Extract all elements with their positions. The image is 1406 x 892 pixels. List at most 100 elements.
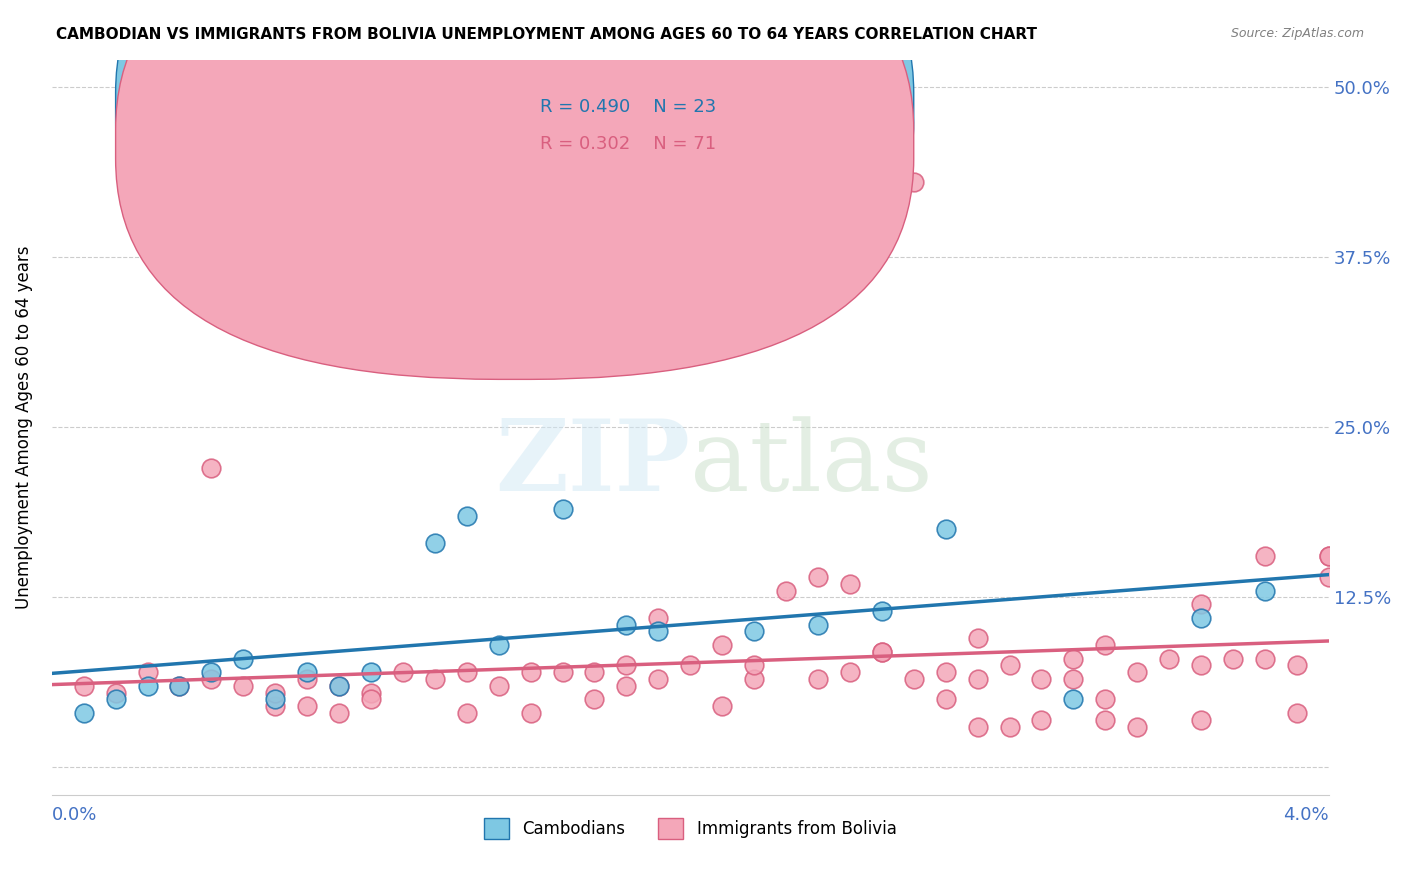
Point [551, 501, 574, 516]
Point [1317, 549, 1340, 564]
Point [583, 665, 606, 680]
Point [1254, 549, 1277, 564]
Point [232, 651, 254, 665]
Point [1062, 672, 1084, 686]
Point [1159, 651, 1181, 665]
Point [679, 658, 702, 673]
Point [807, 617, 830, 632]
Point [488, 638, 510, 652]
Point [423, 672, 446, 686]
Point [838, 576, 860, 591]
Point [998, 720, 1021, 734]
Point [423, 536, 446, 550]
Text: 4.0%: 4.0% [1284, 805, 1329, 823]
Point [966, 720, 988, 734]
Point [935, 665, 957, 680]
Point [1317, 549, 1340, 564]
Point [1031, 713, 1053, 727]
Text: R = 0.302    N = 71: R = 0.302 N = 71 [540, 135, 716, 153]
Point [519, 706, 541, 720]
Point [360, 685, 382, 699]
Point [519, 665, 541, 680]
Point [775, 583, 797, 598]
Point [360, 665, 382, 680]
Point [1094, 638, 1116, 652]
Point [1285, 658, 1308, 673]
Text: Source: ZipAtlas.com: Source: ZipAtlas.com [1230, 27, 1364, 40]
Point [1031, 672, 1053, 686]
Point [1189, 713, 1212, 727]
Point [647, 624, 669, 639]
Point [966, 631, 988, 645]
Point [169, 679, 191, 693]
Point [73, 679, 96, 693]
Point [1189, 611, 1212, 625]
Point [200, 461, 222, 475]
Point [1126, 665, 1149, 680]
Point [807, 570, 830, 584]
Point [903, 672, 925, 686]
Point [551, 665, 574, 680]
Point [169, 679, 191, 693]
Point [1285, 706, 1308, 720]
Point [232, 679, 254, 693]
Point [616, 658, 638, 673]
Point [711, 699, 734, 714]
Point [456, 665, 478, 680]
Point [838, 665, 860, 680]
Y-axis label: Unemployment Among Ages 60 to 64 years: Unemployment Among Ages 60 to 64 years [15, 245, 32, 609]
Point [392, 665, 415, 680]
Point [1094, 713, 1116, 727]
Point [870, 645, 893, 659]
Point [1222, 651, 1244, 665]
Point [1062, 692, 1084, 706]
Point [616, 679, 638, 693]
Point [264, 685, 287, 699]
Point [935, 522, 957, 536]
Point [264, 699, 287, 714]
Text: CAMBODIAN VS IMMIGRANTS FROM BOLIVIA UNEMPLOYMENT AMONG AGES 60 TO 64 YEARS CORR: CAMBODIAN VS IMMIGRANTS FROM BOLIVIA UNE… [56, 27, 1038, 42]
Point [488, 679, 510, 693]
Point [1126, 720, 1149, 734]
Legend: Cambodians, Immigrants from Bolivia: Cambodians, Immigrants from Bolivia [477, 812, 904, 846]
Point [295, 665, 318, 680]
Point [328, 706, 350, 720]
Text: ZIP: ZIP [495, 416, 690, 512]
FancyBboxPatch shape [115, 0, 914, 343]
Point [136, 679, 159, 693]
Point [870, 604, 893, 618]
Point [1254, 651, 1277, 665]
Point [328, 679, 350, 693]
Point [742, 672, 765, 686]
Point [616, 617, 638, 632]
Text: 0.0%: 0.0% [52, 805, 97, 823]
Point [1062, 651, 1084, 665]
Point [998, 658, 1021, 673]
Point [583, 692, 606, 706]
Point [1254, 583, 1277, 598]
Point [966, 672, 988, 686]
Point [360, 692, 382, 706]
Point [295, 699, 318, 714]
Point [1189, 597, 1212, 611]
Point [456, 706, 478, 720]
Point [264, 692, 287, 706]
Point [647, 672, 669, 686]
Point [200, 672, 222, 686]
Point [456, 508, 478, 523]
Point [1189, 658, 1212, 673]
Point [742, 624, 765, 639]
Point [1317, 570, 1340, 584]
Text: atlas: atlas [690, 416, 934, 512]
Point [1094, 692, 1116, 706]
Point [73, 706, 96, 720]
Point [903, 175, 925, 189]
Point [295, 672, 318, 686]
Point [711, 638, 734, 652]
Point [200, 665, 222, 680]
Point [807, 672, 830, 686]
Point [647, 611, 669, 625]
Point [870, 645, 893, 659]
Point [935, 692, 957, 706]
Point [104, 685, 127, 699]
